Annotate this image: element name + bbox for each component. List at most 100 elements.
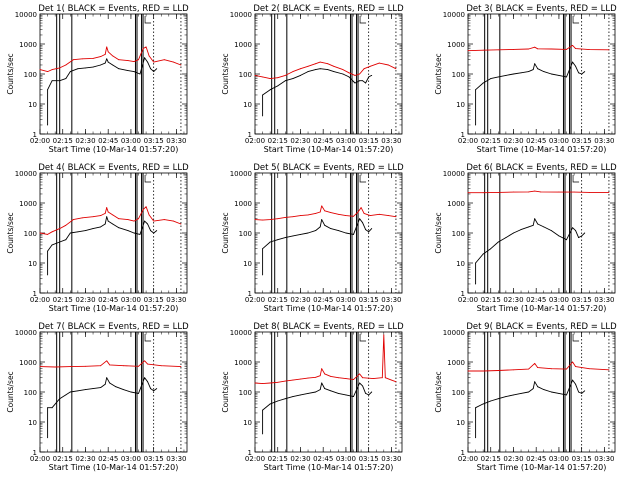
data-point-events	[537, 386, 539, 388]
data-point-events	[581, 235, 583, 237]
x-tick-label: 02:15	[53, 296, 73, 304]
x-tick-label: 02:45	[98, 137, 118, 145]
data-point-events	[92, 388, 94, 390]
x-tick-label: 03:00	[121, 137, 141, 145]
y-tick-label: 10	[243, 419, 252, 427]
data-point-events	[528, 226, 530, 228]
panel-2: Det 2( BLACK = Events, RED = LLD 1 10 100 10…	[221, 4, 404, 154]
data-point-lld	[315, 376, 317, 378]
data-point-lld	[575, 366, 577, 368]
data-point-events	[342, 73, 344, 75]
y-tick-label: 10	[28, 101, 37, 109]
data-point-events	[475, 124, 477, 126]
data-point-lld	[327, 63, 329, 65]
x-tick-label: 02:00	[245, 137, 265, 145]
data-point-events	[543, 389, 545, 391]
data-point-events	[47, 89, 49, 91]
data-point-lld	[558, 191, 560, 193]
data-point-lld	[65, 64, 67, 66]
panel-7: Det 7( BLACK = Events, RED = LLD 1 10 100 10…	[6, 322, 189, 472]
data-point-events	[150, 68, 152, 70]
data-point-lld	[300, 215, 301, 217]
panel-8: Det 8( BLACK = Events, RED = LLD 1 10 100 10…	[221, 322, 404, 472]
x-tick-label: 03:30	[594, 137, 614, 145]
x-tick-label: 02:00	[458, 137, 478, 145]
data-point-lld	[324, 210, 326, 212]
data-point-lld	[482, 370, 484, 372]
data-point-lld	[348, 72, 350, 74]
data-point-lld	[262, 219, 264, 221]
data-point-lld	[112, 214, 114, 216]
data-point-lld	[109, 364, 111, 366]
data-point-events	[365, 82, 367, 84]
data-point-lld	[54, 366, 56, 368]
data-point-events	[51, 407, 53, 409]
range-bracket	[572, 175, 580, 183]
x-tick-label: 02:30	[503, 455, 523, 463]
data-point-lld	[163, 59, 165, 61]
data-point-events	[543, 71, 545, 73]
panel-6: Det 6( BLACK = Events, RED = LLD 1 10 100 10…	[434, 163, 617, 313]
range-bracket	[144, 334, 152, 342]
x-tick-label: 02:30	[503, 137, 523, 145]
data-point-lld	[566, 368, 567, 370]
data-point-lld	[180, 223, 182, 225]
data-point-lld	[300, 378, 301, 380]
data-point-events	[575, 230, 577, 232]
data-point-lld	[608, 49, 610, 51]
x-tick-label: 02:15	[481, 137, 501, 145]
data-point-events	[307, 71, 309, 73]
data-point-events	[156, 68, 158, 70]
data-point-lld	[537, 48, 539, 50]
data-point-lld	[572, 361, 574, 363]
data-point-lld	[572, 44, 574, 46]
y-tick-label: 100	[24, 389, 37, 397]
data-point-events	[315, 69, 317, 71]
data-point-events	[482, 82, 484, 84]
data-point-events	[262, 115, 264, 117]
data-point-lld	[277, 77, 279, 79]
data-point-events	[59, 398, 61, 400]
data-point-lld	[363, 68, 365, 70]
data-point-lld	[345, 215, 347, 217]
data-point-events	[327, 69, 329, 71]
series-line-lld	[468, 361, 609, 372]
data-point-events	[118, 68, 120, 70]
data-point-events	[337, 392, 339, 394]
x-axis-label: Start Time (10-Mar-14 01:57:20)	[264, 463, 394, 472]
x-tick-label: 02:00	[458, 296, 478, 304]
data-point-events	[513, 232, 514, 234]
data-point-events	[368, 231, 370, 233]
data-point-events	[59, 241, 61, 243]
data-point-lld	[467, 50, 469, 52]
data-point-events	[262, 248, 264, 250]
data-point-lld	[59, 67, 61, 69]
panel-title: Det 3( BLACK = Events, RED = LLD	[466, 4, 617, 14]
x-tick-label: 02:00	[458, 455, 478, 463]
data-point-lld	[107, 211, 109, 213]
data-point-lld	[269, 382, 271, 384]
data-point-lld	[315, 212, 317, 214]
data-point-events	[106, 58, 108, 60]
data-point-events	[144, 377, 146, 379]
data-point-events	[475, 89, 477, 91]
data-point-lld	[153, 220, 155, 222]
y-axis-label: Counts/sec	[6, 371, 15, 412]
data-point-events	[112, 64, 114, 66]
data-point-lld	[122, 365, 124, 367]
data-point-lld	[573, 191, 575, 193]
y-tick-label: 100	[452, 389, 465, 397]
x-tick-label: 02:45	[313, 137, 333, 145]
data-point-lld	[337, 377, 339, 379]
y-tick-label: 10000	[443, 170, 465, 178]
plot-frame	[254, 13, 403, 135]
data-point-events	[85, 67, 86, 69]
data-point-lld	[383, 334, 385, 336]
data-point-events	[107, 220, 109, 222]
data-point-events	[277, 85, 279, 87]
data-point-lld	[142, 209, 144, 211]
x-tick-label: 02:30	[75, 137, 95, 145]
x-tick-label: 02:00	[245, 296, 265, 304]
data-point-events	[371, 74, 373, 76]
panel-title: Det 5( BLACK = Events, RED = LLD	[253, 163, 404, 173]
